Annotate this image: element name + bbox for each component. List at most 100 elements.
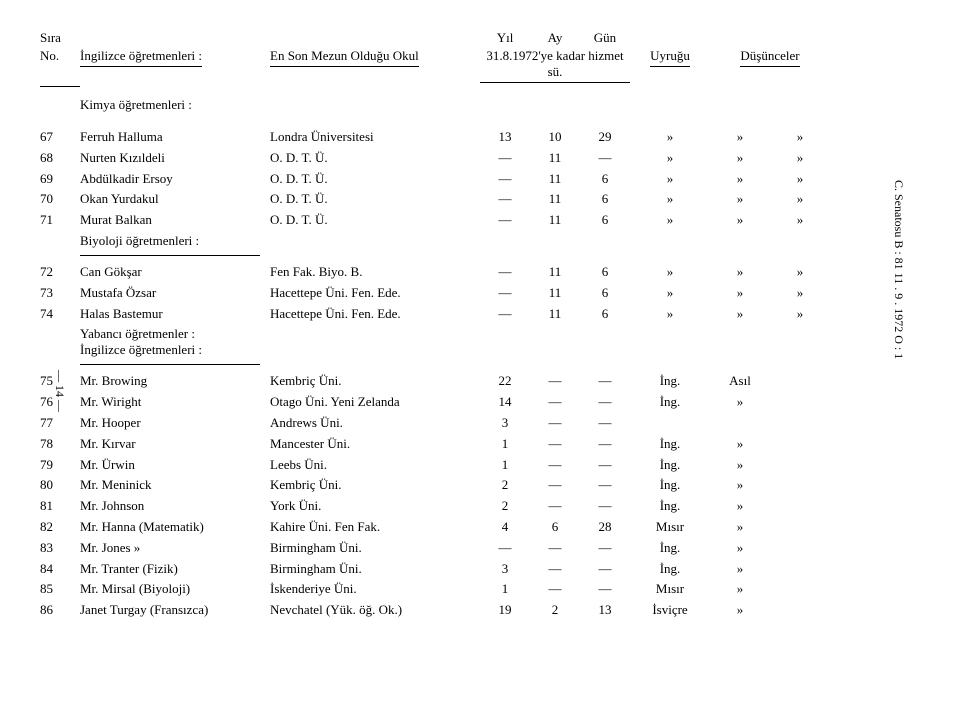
hdr-date-label: 31.8.1972'ye kadar hizmet sü.: [480, 48, 630, 83]
cell-dus1: »: [710, 434, 770, 455]
section-biyoloji: Biyoloji öğretmenleri :: [80, 233, 920, 249]
cell-yil: 13: [480, 127, 530, 148]
cell-no: 73: [40, 283, 80, 304]
cell-school: Otago Üni. Yeni Zelanda: [270, 392, 480, 413]
section-underline-2: [80, 364, 260, 365]
cell-ay: —: [530, 413, 580, 434]
cell-school: O. D. T. Ü.: [270, 148, 480, 169]
cell-uyrugu: »: [630, 169, 710, 190]
cell-ay: 10: [530, 127, 580, 148]
cell-uyrugu: [630, 413, 710, 434]
cell-school: Birmingham Üni.: [270, 538, 480, 559]
cell-uyrugu: İng.: [630, 455, 710, 476]
table-row: 85Mr. Mirsal (Biyoloji)İskenderiye Üni.1…: [40, 579, 920, 600]
table-row: 78Mr. KırvarMancester Üni.1——İng.»: [40, 434, 920, 455]
cell-gun: 13: [580, 600, 630, 621]
cell-dus1: »: [710, 283, 770, 304]
cell-yil: 1: [480, 455, 530, 476]
table-block-3: 75Mr. BrowingKembriç Üni.22——İng.Asıl76M…: [40, 371, 920, 621]
right-margin-text: C. Senatosu B : 81 11 . 9 . 1972 O : 1: [891, 180, 906, 359]
hdr-school-label: En Son Mezun Olduğu Okul: [270, 48, 419, 67]
page-container: — 14 — C. Senatosu B : 81 11 . 9 . 1972 …: [40, 30, 920, 621]
cell-school: Birmingham Üni.: [270, 559, 480, 580]
cell-gun: 6: [580, 262, 630, 283]
cell-yil: —: [480, 148, 530, 169]
cell-dus1: »: [710, 148, 770, 169]
cell-name: Can Gökşar: [80, 262, 270, 283]
cell-dus2: »: [770, 283, 830, 304]
cell-school: Andrews Üni.: [270, 413, 480, 434]
table-row: 74Halas BastemurHacettepe Üni. Fen. Ede.…: [40, 304, 920, 325]
cell-dus1: »: [710, 538, 770, 559]
cell-no: 78: [40, 434, 80, 455]
no-underline: [40, 85, 80, 87]
cell-school: Leebs Üni.: [270, 455, 480, 476]
cell-no: 69: [40, 169, 80, 190]
cell-no: 67: [40, 127, 80, 148]
cell-ay: —: [530, 455, 580, 476]
cell-dus2: [770, 559, 830, 580]
cell-uyrugu: İng.: [630, 434, 710, 455]
cell-dus2: [770, 600, 830, 621]
cell-gun: —: [580, 371, 630, 392]
cell-dus1: »: [710, 600, 770, 621]
hdr-uyrugu: Uyruğu: [650, 48, 690, 67]
cell-yil: 1: [480, 434, 530, 455]
cell-ay: 2: [530, 600, 580, 621]
hdr-gun: Gün: [580, 30, 630, 46]
cell-name: Mr. Johnson: [80, 496, 270, 517]
cell-dus1: Asıl: [710, 371, 770, 392]
cell-ay: 11: [530, 283, 580, 304]
cell-no: 83: [40, 538, 80, 559]
cell-yil: 4: [480, 517, 530, 538]
cell-school: O. D. T. Ü.: [270, 210, 480, 231]
cell-yil: 2: [480, 475, 530, 496]
table-block-2: 72Can GökşarFen Fak. Biyo. B.—116»»»73Mu…: [40, 262, 920, 324]
cell-dus2: »: [770, 148, 830, 169]
cell-dus2: [770, 579, 830, 600]
cell-dus2: [770, 496, 830, 517]
cell-dus2: »: [770, 189, 830, 210]
cell-uyrugu: »: [630, 304, 710, 325]
left-margin-text: — 14 —: [52, 370, 67, 412]
header-bottom: No. İngilizce öğretmenleri : En Son Mezu…: [40, 48, 920, 83]
cell-dus2: [770, 538, 830, 559]
cell-uyrugu: İsviçre: [630, 600, 710, 621]
cell-no: 84: [40, 559, 80, 580]
cell-yil: 22: [480, 371, 530, 392]
cell-name: Abdülkadir Ersoy: [80, 169, 270, 190]
cell-ay: 11: [530, 169, 580, 190]
cell-gun: —: [580, 392, 630, 413]
cell-yil: —: [480, 283, 530, 304]
cell-dus2: »: [770, 210, 830, 231]
cell-school: İskenderiye Üni.: [270, 579, 480, 600]
cell-no: 74: [40, 304, 80, 325]
cell-gun: —: [580, 148, 630, 169]
cell-uyrugu: »: [630, 283, 710, 304]
cell-no: 81: [40, 496, 80, 517]
table-row: 86Janet Turgay (Fransızca)Nevchatel (Yük…: [40, 600, 920, 621]
cell-ay: —: [530, 392, 580, 413]
cell-yil: 1: [480, 579, 530, 600]
cell-name: Mr. Browing: [80, 371, 270, 392]
cell-yil: —: [480, 189, 530, 210]
cell-gun: —: [580, 538, 630, 559]
cell-name: Mr. Ürwin: [80, 455, 270, 476]
cell-dus2: [770, 455, 830, 476]
cell-yil: 3: [480, 413, 530, 434]
cell-uyrugu: İng.: [630, 475, 710, 496]
cell-gun: 6: [580, 304, 630, 325]
cell-name: Nurten Kızıldeli: [80, 148, 270, 169]
cell-dus1: »: [710, 189, 770, 210]
header-top: Sıra Yıl Ay Gün: [40, 30, 920, 46]
cell-dus2: »: [770, 304, 830, 325]
table-row: 68Nurten KızıldeliO. D. T. Ü.—11—»»»: [40, 148, 920, 169]
cell-yil: 19: [480, 600, 530, 621]
cell-name: Mr. Hooper: [80, 413, 270, 434]
cell-ay: 11: [530, 189, 580, 210]
cell-name: Mr. Tranter (Fizik): [80, 559, 270, 580]
cell-school: Kahire Üni. Fen Fak.: [270, 517, 480, 538]
cell-uyrugu: İng.: [630, 496, 710, 517]
cell-gun: 28: [580, 517, 630, 538]
table-row: 73Mustafa ÖzsarHacettepe Üni. Fen. Ede.—…: [40, 283, 920, 304]
